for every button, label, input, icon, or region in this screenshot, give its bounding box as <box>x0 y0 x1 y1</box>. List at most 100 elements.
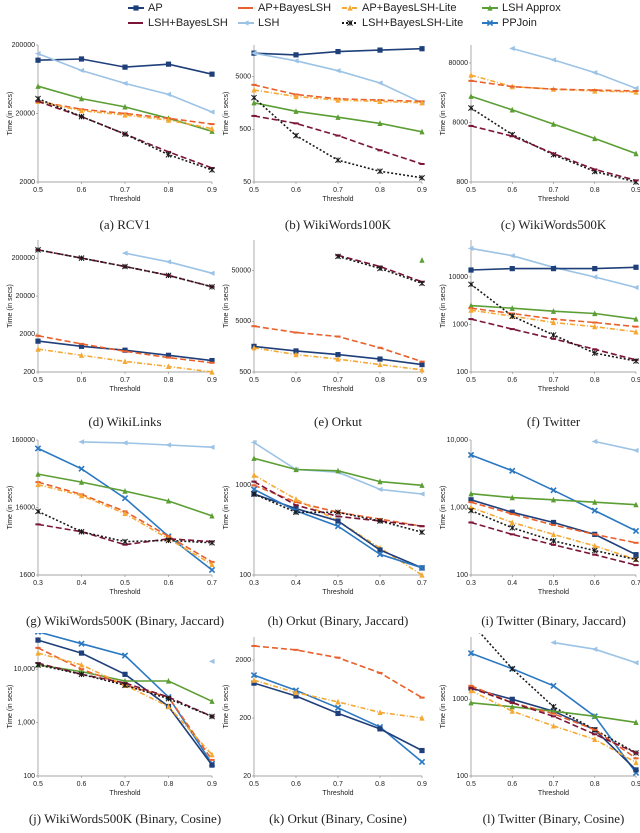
point <box>509 45 515 52</box>
series-line <box>470 454 637 532</box>
point <box>335 253 341 260</box>
point <box>208 566 216 574</box>
series-line <box>470 689 637 764</box>
series-line <box>37 100 213 125</box>
series-line <box>253 645 423 699</box>
point <box>509 305 515 311</box>
y-tick-label: 100 <box>23 773 35 780</box>
x-tick-label: 0.7 <box>120 187 130 194</box>
point <box>419 747 425 754</box>
point <box>334 68 341 74</box>
point <box>376 551 384 558</box>
x-tick-label: 0.4 <box>77 580 87 587</box>
point <box>209 561 215 567</box>
point <box>121 494 129 502</box>
series-line <box>253 488 423 569</box>
point <box>35 649 41 656</box>
point <box>632 660 639 666</box>
panel: 20 200 2000 0.5 0.6 0.7 0.8 0.9 Threshold Time (i… <box>223 637 427 826</box>
point <box>335 157 341 164</box>
point <box>468 507 474 514</box>
point <box>633 150 639 157</box>
point <box>418 758 426 766</box>
point <box>209 283 215 290</box>
x-axis-label: Threshold <box>109 386 140 393</box>
point <box>78 107 85 114</box>
point <box>292 58 299 64</box>
point <box>591 70 598 76</box>
point <box>293 693 299 699</box>
point <box>335 518 341 524</box>
point <box>251 344 257 351</box>
point <box>419 571 425 578</box>
point <box>208 444 215 450</box>
series-line <box>470 521 637 566</box>
x-tick-label: 0.5 <box>120 580 130 587</box>
y-tick-label: 100 <box>239 572 251 579</box>
point <box>377 98 383 104</box>
y-tick-label: 10000 <box>449 274 469 281</box>
y-tick-label: 200000 <box>12 255 35 262</box>
point <box>509 494 515 501</box>
point <box>78 528 85 535</box>
point <box>592 323 598 330</box>
legend-label: PPJoin <box>502 17 537 29</box>
point <box>468 302 474 309</box>
point <box>633 501 639 508</box>
series-line <box>470 685 637 759</box>
point <box>35 661 41 668</box>
point <box>78 661 85 668</box>
point <box>632 284 639 291</box>
plot-area <box>251 253 425 373</box>
point <box>550 519 557 526</box>
y-tick-label: 5000 <box>235 74 251 81</box>
y-tick-label: 2000 <box>19 331 35 338</box>
point <box>632 527 640 535</box>
y-tick-label: 16000 <box>16 504 36 511</box>
point <box>509 708 515 714</box>
x-tick-label: 0.6 <box>77 187 87 194</box>
series-line <box>470 509 637 561</box>
point <box>250 486 258 493</box>
point <box>550 332 557 338</box>
series-line <box>37 483 213 566</box>
caption: (k) Orkut (Binary, Cosine) <box>269 811 407 826</box>
y-tick-label: 1600 <box>19 572 35 579</box>
point <box>509 696 515 702</box>
point <box>633 264 639 270</box>
point <box>468 93 474 99</box>
point <box>208 270 215 276</box>
point <box>165 497 172 504</box>
caption: (g) WikiWords500K (Binary, Jaccard) <box>26 613 224 628</box>
point <box>122 671 128 677</box>
x-tick-label: 0.7 <box>207 580 217 587</box>
x-tick-label: 0.8 <box>375 187 385 194</box>
x-axis-label: Threshold <box>538 196 569 203</box>
series-line <box>470 506 637 561</box>
point <box>419 128 425 135</box>
point <box>165 117 172 123</box>
y-axis-label: Time (in secs) <box>223 284 230 328</box>
y-tick-label: 500 <box>239 126 251 133</box>
point <box>251 99 257 106</box>
point <box>165 363 172 370</box>
plot-area <box>35 246 215 375</box>
point <box>592 713 598 719</box>
point <box>208 658 215 664</box>
x-tick-label: 0.3 <box>249 580 259 587</box>
x-tick-label: 0.6 <box>77 377 87 384</box>
point <box>121 652 129 659</box>
legend-marker <box>486 19 494 27</box>
series-line <box>37 639 213 766</box>
y-tick-label: 5000 <box>235 318 251 325</box>
y-tick-label: 50000 <box>232 267 252 274</box>
y-axis-label: Time (in secs) <box>7 685 14 729</box>
point <box>251 491 257 497</box>
point <box>592 310 598 317</box>
point <box>293 505 299 512</box>
x-tick-label: 0.9 <box>417 377 427 384</box>
point <box>550 121 557 127</box>
point <box>293 348 299 354</box>
caption: (j) WikiWords500K (Binary, Cosine) <box>29 811 221 826</box>
x-tick-label: 0.5 <box>466 187 476 194</box>
